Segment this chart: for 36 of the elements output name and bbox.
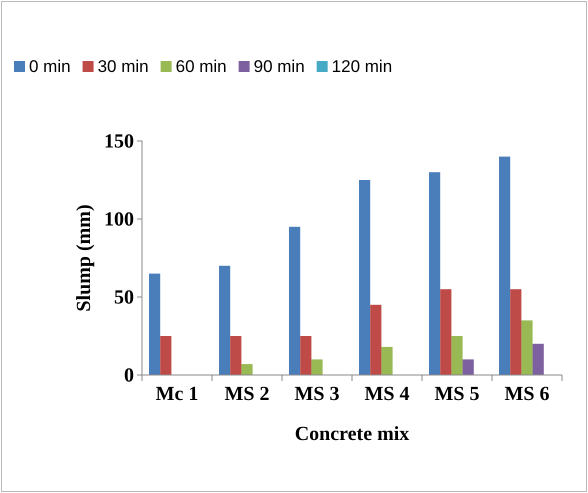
bar — [311, 359, 323, 375]
bar — [532, 344, 544, 375]
x-tick-label: Mc 1 — [156, 383, 198, 405]
bar — [429, 172, 440, 375]
bar — [381, 346, 393, 375]
bar — [289, 226, 300, 375]
y-axis-title: Slump (mm) — [73, 204, 95, 312]
bar — [440, 289, 452, 375]
bar — [219, 266, 230, 375]
x-tick-label: MS 6 — [504, 383, 550, 405]
y-tick-label: 150 — [104, 130, 134, 152]
bar — [462, 359, 474, 375]
legend-label: 90 min — [254, 57, 305, 76]
x-tick-label: MS 2 — [224, 383, 270, 405]
bar — [359, 180, 370, 375]
legend-label: 30 min — [98, 57, 149, 76]
bar — [149, 274, 160, 375]
bar — [241, 364, 253, 375]
bar — [521, 320, 533, 375]
legend-label: 120 min — [332, 57, 392, 76]
bar — [160, 336, 172, 375]
x-tick-label: MS 4 — [364, 383, 410, 405]
bar — [300, 336, 312, 375]
y-tick-label: 50 — [114, 286, 134, 308]
y-tick-label: 0 — [124, 364, 134, 386]
x-tick-label: MS 5 — [434, 383, 480, 405]
y-tick-label: 100 — [104, 208, 134, 230]
x-tick-label: MS 3 — [294, 383, 340, 405]
bar — [370, 304, 382, 375]
x-axis-title: Concrete mix — [294, 423, 410, 445]
legend-label: 60 min — [176, 57, 227, 76]
bar — [230, 336, 242, 375]
bar — [451, 336, 463, 375]
bar — [510, 289, 522, 375]
bar — [499, 156, 510, 375]
legend-label: 0 min — [29, 57, 71, 76]
